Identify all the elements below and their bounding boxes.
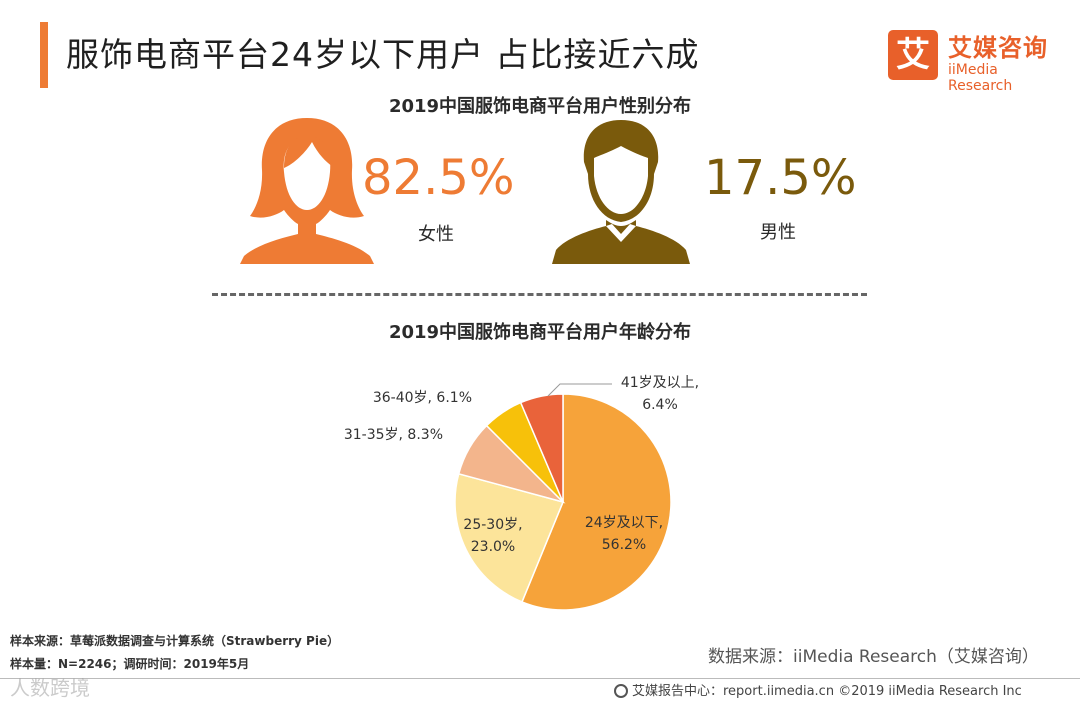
male-label: 男性	[760, 222, 796, 243]
globe-icon	[614, 684, 628, 698]
pie-label-2: 31-35岁, 8.3%	[344, 427, 443, 443]
pie-label-3: 36-40岁, 6.1%	[373, 390, 472, 406]
logo-chinese-name: 艾媒咨询	[948, 34, 1048, 62]
report-center-text: 艾媒报告中心：report.iimedia.cn ©2019 iiMedia R…	[632, 684, 1022, 699]
footer-divider	[0, 678, 1080, 679]
male-percent: 17.5%	[704, 150, 857, 206]
section-divider	[212, 293, 867, 296]
female-percent: 82.5%	[362, 150, 515, 206]
pie-slice-1	[454, 472, 565, 603]
pie-label-0: 24岁及以下, 56.2%	[585, 515, 663, 553]
pie-slice-4	[519, 393, 564, 503]
age-chart-title: 2019中国服饰电商平台用户年龄分布	[388, 322, 692, 343]
male-icon	[552, 120, 690, 264]
pie-leader-line	[547, 383, 612, 397]
pie-label-4: 41岁及以上, 6.4%	[621, 375, 699, 413]
logo-mark-icon: 艾	[888, 30, 938, 80]
page-title: 服饰电商平台24岁以下用户 占比接近六成	[66, 35, 700, 74]
pie-slice-0	[521, 393, 672, 611]
brand-logo: 艾 艾媒咨询 iiMedia Research	[888, 28, 1063, 94]
title-accent-bar	[40, 22, 48, 88]
sample-source-note: 样本来源：草莓派数据调查与计算系统（Strawberry Pie）	[10, 634, 340, 648]
female-icon	[240, 118, 374, 264]
logo-english-name: iiMedia Research	[948, 62, 1013, 94]
sample-size-note: 样本量：N=2246；调研时间：2019年5月	[10, 657, 250, 671]
watermark: 人数跨境	[10, 676, 90, 700]
pie-label-1: 25-30岁, 23.0%	[463, 517, 522, 555]
female-label: 女性	[418, 224, 454, 245]
gender-chart-title: 2019中国服饰电商平台用户性别分布	[388, 96, 692, 117]
data-source-note: 数据来源：iiMedia Research（艾媒咨询）	[708, 647, 1039, 667]
report-center-credit: 艾媒报告中心：report.iimedia.cn ©2019 iiMedia R…	[614, 680, 1022, 699]
